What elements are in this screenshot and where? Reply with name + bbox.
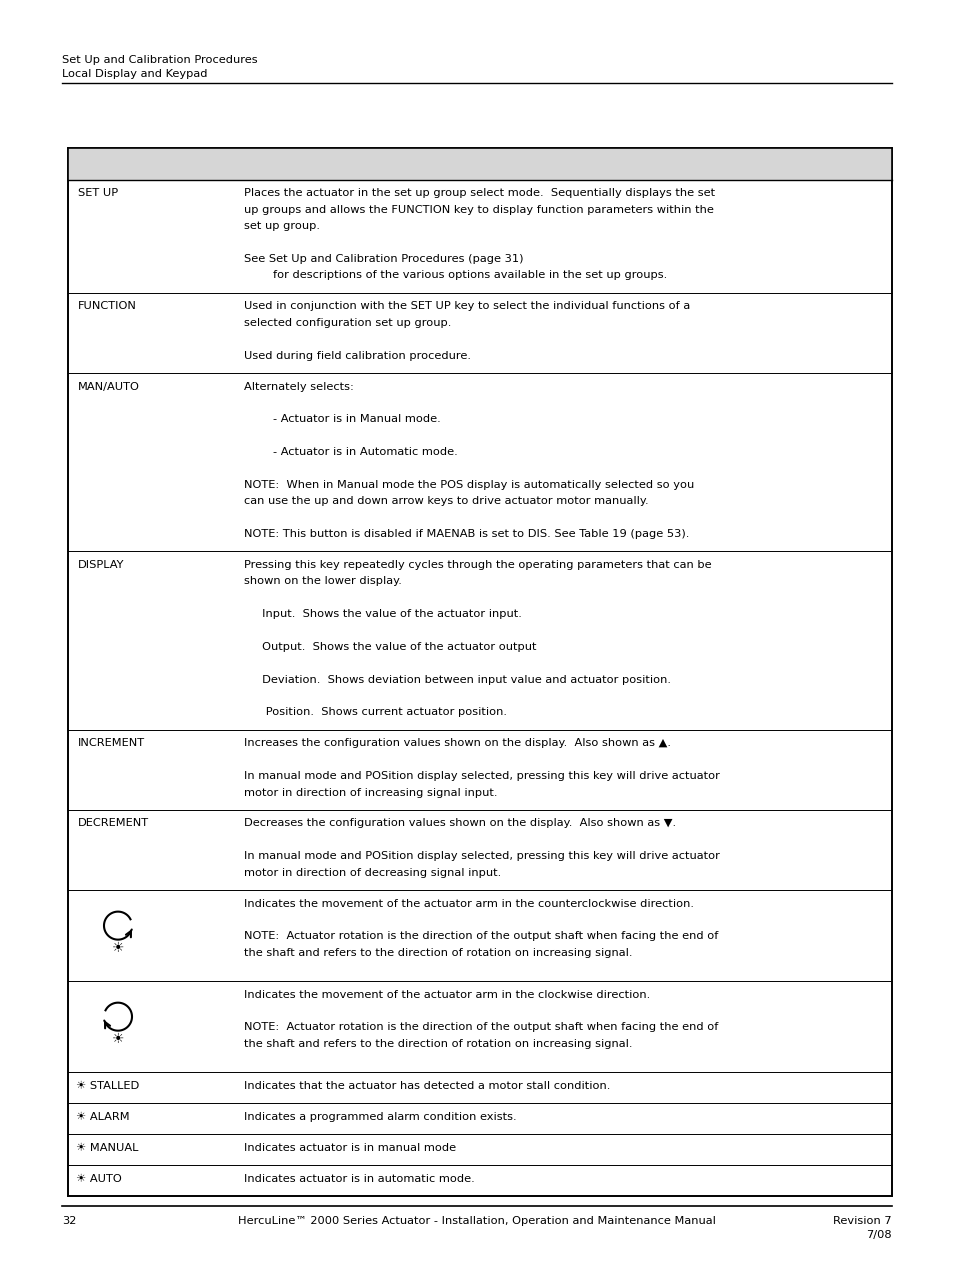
Text: 32: 32 xyxy=(62,1216,76,1226)
Text: up groups and allows the FUNCTION key to display function parameters within the: up groups and allows the FUNCTION key to… xyxy=(244,205,713,215)
Text: ☀: ☀ xyxy=(112,940,124,954)
Text: FUNCTION: FUNCTION xyxy=(78,301,136,312)
Text: Indicates the movement of the actuator arm in the clockwise direction.: Indicates the movement of the actuator a… xyxy=(244,990,650,1000)
Text: Indicates the movement of the actuator arm in the counterclockwise direction.: Indicates the movement of the actuator a… xyxy=(244,898,693,908)
Text: can use the up and down arrow keys to drive actuator motor manually.: can use the up and down arrow keys to dr… xyxy=(244,496,648,506)
Text: Pressing this key repeatedly cycles through the operating parameters that can be: Pressing this key repeatedly cycles thro… xyxy=(244,560,711,570)
Text: See Set Up and Calibration Procedures (page 31): See Set Up and Calibration Procedures (p… xyxy=(244,254,523,265)
Text: motor in direction of increasing signal input.: motor in direction of increasing signal … xyxy=(244,787,497,798)
Text: NOTE:  Actuator rotation is the direction of the output shaft when facing the en: NOTE: Actuator rotation is the direction… xyxy=(244,1023,718,1033)
Text: Used during field calibration procedure.: Used during field calibration procedure. xyxy=(244,351,471,360)
Text: Deviation.  Shows deviation between input value and actuator position.: Deviation. Shows deviation between input… xyxy=(244,674,670,684)
Text: Alternately selects:: Alternately selects: xyxy=(244,382,354,392)
Text: ☀ ALARM: ☀ ALARM xyxy=(76,1112,130,1122)
Text: NOTE: This button is disabled if MAENAB is set to DIS. See Table 19 (page 53).: NOTE: This button is disabled if MAENAB … xyxy=(244,529,689,539)
Text: NOTE:  When in Manual mode the POS display is automatically selected so you: NOTE: When in Manual mode the POS displa… xyxy=(244,480,694,490)
Text: Local Display and Keypad: Local Display and Keypad xyxy=(62,69,208,79)
Text: set up group.: set up group. xyxy=(244,221,319,232)
Text: NOTE:  Actuator rotation is the direction of the output shaft when facing the en: NOTE: Actuator rotation is the direction… xyxy=(244,931,718,941)
Text: Increases the configuration values shown on the display.  Also shown as ▲.: Increases the configuration values shown… xyxy=(244,738,670,748)
Text: Indicates actuator is in manual mode: Indicates actuator is in manual mode xyxy=(244,1142,456,1152)
Text: Indicates actuator is in automatic mode.: Indicates actuator is in automatic mode. xyxy=(244,1174,475,1183)
Text: - Actuator is in Manual mode.: - Actuator is in Manual mode. xyxy=(244,415,440,425)
Bar xyxy=(68,148,891,1196)
Text: shown on the lower display.: shown on the lower display. xyxy=(244,576,401,586)
Text: - Actuator is in Automatic mode.: - Actuator is in Automatic mode. xyxy=(244,446,457,457)
Text: Places the actuator in the set up group select mode.  Sequentially displays the : Places the actuator in the set up group … xyxy=(244,188,715,198)
Text: Indicates that the actuator has detected a motor stall condition.: Indicates that the actuator has detected… xyxy=(244,1081,610,1090)
Text: 7/08: 7/08 xyxy=(865,1230,891,1240)
Text: Decreases the configuration values shown on the display.  Also shown as ▼.: Decreases the configuration values shown… xyxy=(244,818,676,828)
Text: Output.  Shows the value of the actuator output: Output. Shows the value of the actuator … xyxy=(244,642,536,651)
Text: the shaft and refers to the direction of rotation on increasing signal.: the shaft and refers to the direction of… xyxy=(244,948,632,958)
Text: Revision 7: Revision 7 xyxy=(833,1216,891,1226)
Text: DISPLAY: DISPLAY xyxy=(78,560,125,570)
Text: Indicates a programmed alarm condition exists.: Indicates a programmed alarm condition e… xyxy=(244,1112,517,1122)
Text: for descriptions of the various options available in the set up groups.: for descriptions of the various options … xyxy=(244,271,666,280)
Text: motor in direction of decreasing signal input.: motor in direction of decreasing signal … xyxy=(244,868,500,878)
Text: the shaft and refers to the direction of rotation on increasing signal.: the shaft and refers to the direction of… xyxy=(244,1039,632,1049)
Text: DECREMENT: DECREMENT xyxy=(78,818,149,828)
Text: Set Up and Calibration Procedures: Set Up and Calibration Procedures xyxy=(62,55,257,65)
Text: Input.  Shows the value of the actuator input.: Input. Shows the value of the actuator i… xyxy=(244,609,521,619)
Bar xyxy=(68,148,891,181)
Text: INCREMENT: INCREMENT xyxy=(78,738,145,748)
Text: In manual mode and POSition display selected, pressing this key will drive actua: In manual mode and POSition display sele… xyxy=(244,771,720,781)
Text: HercuLine™ 2000 Series Actuator - Installation, Operation and Maintenance Manual: HercuLine™ 2000 Series Actuator - Instal… xyxy=(238,1216,715,1226)
Text: selected configuration set up group.: selected configuration set up group. xyxy=(244,318,451,328)
Text: ☀ MANUAL: ☀ MANUAL xyxy=(76,1142,138,1152)
Text: Position.  Shows current actuator position.: Position. Shows current actuator positio… xyxy=(244,707,506,717)
Text: In manual mode and POSition display selected, pressing this key will drive actua: In manual mode and POSition display sele… xyxy=(244,851,720,861)
Text: ☀ STALLED: ☀ STALLED xyxy=(76,1081,139,1090)
Text: MAN/AUTO: MAN/AUTO xyxy=(78,382,140,392)
Text: Used in conjunction with the SET UP key to select the individual functions of a: Used in conjunction with the SET UP key … xyxy=(244,301,690,312)
Text: ☀: ☀ xyxy=(112,1032,124,1046)
Text: ☀ AUTO: ☀ AUTO xyxy=(76,1174,122,1183)
Text: SET UP: SET UP xyxy=(78,188,118,198)
